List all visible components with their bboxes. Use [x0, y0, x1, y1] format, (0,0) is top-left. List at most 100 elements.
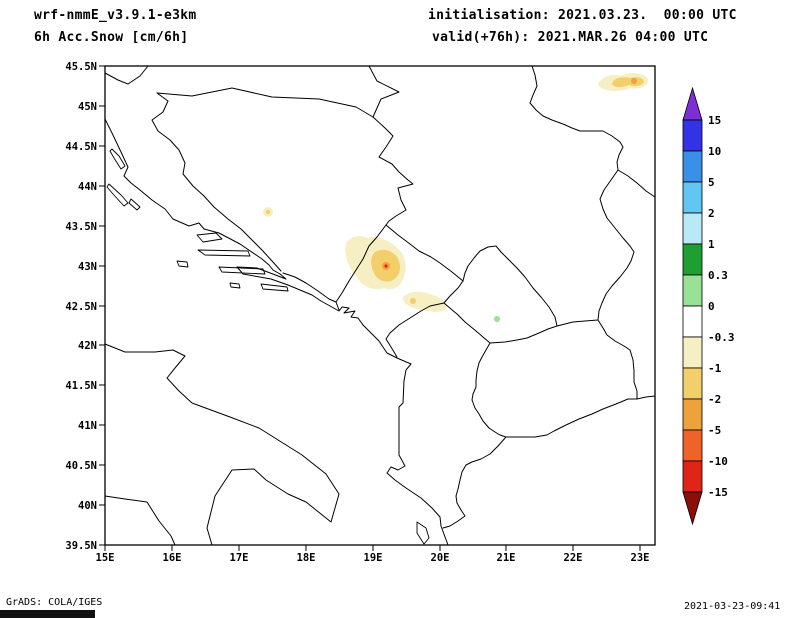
colorbar-arrow-bottom — [682, 491, 703, 526]
lat-label: 45.5N — [65, 61, 97, 73]
border-albania-macedonia — [471, 342, 507, 438]
border-croatia-serbia — [368, 65, 400, 118]
lon-label: 18E — [297, 552, 316, 564]
colorbar-label: 2 — [708, 207, 715, 220]
island-lastovo — [229, 282, 241, 289]
lon-label: 23E — [631, 552, 650, 564]
colorbar-label: 0 — [708, 300, 715, 313]
lon-label: 16E — [163, 552, 182, 564]
snow-patch-montenegro-peak — [384, 264, 388, 268]
colorbar-segment — [682, 274, 703, 307]
lat-label: 42.5N — [65, 301, 97, 313]
coastline-east-adriatic — [104, 118, 449, 546]
colorbar-label: 10 — [708, 145, 721, 158]
lon-labels: 15E 16E 17E 18E 19E 20E 21E 22E 23E — [96, 552, 650, 564]
snow-patch-banat-core — [631, 78, 637, 84]
coastline-italy-adriatic — [104, 343, 340, 546]
model-title: wrf-nmmE_v3.9.1-e3km — [34, 8, 197, 23]
colorbar-arrow-top — [682, 86, 703, 121]
lat-ticks — [99, 65, 105, 546]
border-kosovo-albania — [443, 302, 491, 344]
border-serbia-macedonia — [556, 319, 599, 327]
lon-label: 20E — [431, 552, 450, 564]
colorbar-label: 5 — [708, 176, 715, 189]
lon-label: 15E — [96, 552, 115, 564]
border-bosnia-serbia-drina — [372, 116, 414, 226]
colorbar-segment — [682, 460, 703, 493]
lat-labels: 45.5N 45N 44.5N 44N 43.5N 43N 42.5N 42N … — [65, 61, 97, 552]
lat-label: 45N — [78, 101, 97, 113]
border-serbia-romania — [529, 65, 624, 171]
window-fragment — [0, 610, 95, 618]
snow-patch-bosnia-mid — [265, 209, 271, 215]
lat-label: 43.5N — [65, 221, 97, 233]
lon-ticks — [104, 545, 641, 551]
coastlines — [104, 118, 449, 546]
border-romania-bulgaria-danube — [617, 169, 656, 198]
lat-label: 44N — [78, 181, 97, 193]
snow-patch-prokletije-halo — [402, 291, 447, 312]
island-vis — [176, 260, 189, 268]
colorbar-segment — [682, 398, 703, 431]
colorbar-segment — [682, 150, 703, 183]
colorbar-label: -15 — [708, 486, 728, 499]
island-hvar — [197, 249, 251, 257]
border-croatia-bosnia-south — [282, 272, 340, 311]
initialisation-label: initialisation: 2021.03.23. 00:00 UTC — [428, 8, 737, 23]
colorbar-label: 15 — [708, 114, 721, 127]
island-corfu — [416, 521, 430, 545]
colorbar-label: -1 — [708, 362, 722, 375]
colorbar-segment — [682, 119, 703, 152]
island-korcula — [218, 266, 266, 275]
border-kosovo-macedonia — [489, 325, 558, 344]
colorbar-label: -0.3 — [708, 331, 735, 344]
border-kosovo-serbia-north — [462, 245, 497, 282]
lon-label: 21E — [497, 552, 516, 564]
creation-timestamp: 2021-03-23-09:41 — [684, 601, 781, 612]
lat-label: 40N — [78, 500, 97, 512]
colorbar-segment — [682, 212, 703, 245]
border-montenegro-kosovo — [443, 280, 464, 304]
colorbar-label: -10 — [708, 455, 728, 468]
colorbar-label: 1 — [708, 238, 715, 251]
border-macedonia-bulgaria — [597, 319, 638, 400]
snow-patch-kosovo-green — [494, 316, 500, 322]
lat-label: 43N — [78, 261, 97, 273]
lon-label: 19E — [364, 552, 383, 564]
colorbar-segment — [682, 305, 703, 338]
colorbar-label: -5 — [708, 424, 721, 437]
border-croatia-bosnia-sava — [156, 87, 374, 118]
colorbar-segment — [682, 243, 703, 276]
lon-label: 17E — [230, 552, 249, 564]
lat-label: 42N — [78, 340, 97, 352]
colorbar-label: 0.3 — [708, 269, 728, 282]
border-serbia-bulgaria — [597, 169, 635, 321]
island-dugi-otok — [106, 183, 129, 207]
lat-label: 44.5N — [65, 141, 97, 153]
lon-label: 22E — [564, 552, 583, 564]
colorbar-labels: 15 10 5 2 1 0.3 0 -0.3 -1 -2 -5 -10 -15 — [708, 114, 735, 499]
valid-time-label: valid(+76h): 2021.MAR.26 04:00 UTC — [432, 30, 709, 45]
country-borders — [104, 65, 656, 529]
border-slovenia-croatia — [104, 65, 149, 85]
border-montenegro-albania — [385, 302, 445, 358]
lat-label: 39.5N — [65, 540, 97, 552]
border-kosovo-serbia-east — [495, 245, 558, 327]
grads-credit: GrADS: COLA/IGES — [6, 597, 103, 608]
island-pag — [109, 148, 126, 170]
island-mljet — [260, 283, 289, 292]
colorbar-segment — [682, 367, 703, 400]
border-croatia-bosnia-west — [151, 92, 282, 272]
border-albania-greece — [442, 436, 507, 529]
lat-label: 41.5N — [65, 380, 97, 392]
border-macedonia-greece — [505, 398, 638, 438]
island-brac — [196, 232, 223, 243]
colorbar-segment — [682, 336, 703, 369]
snow-patch-prokletije-mid — [410, 298, 416, 304]
border-bosnia-montenegro — [335, 224, 387, 303]
border-serbia-montenegro — [385, 224, 464, 282]
colorbar-label: -2 — [708, 393, 721, 406]
lat-label: 40.5N — [65, 460, 97, 472]
